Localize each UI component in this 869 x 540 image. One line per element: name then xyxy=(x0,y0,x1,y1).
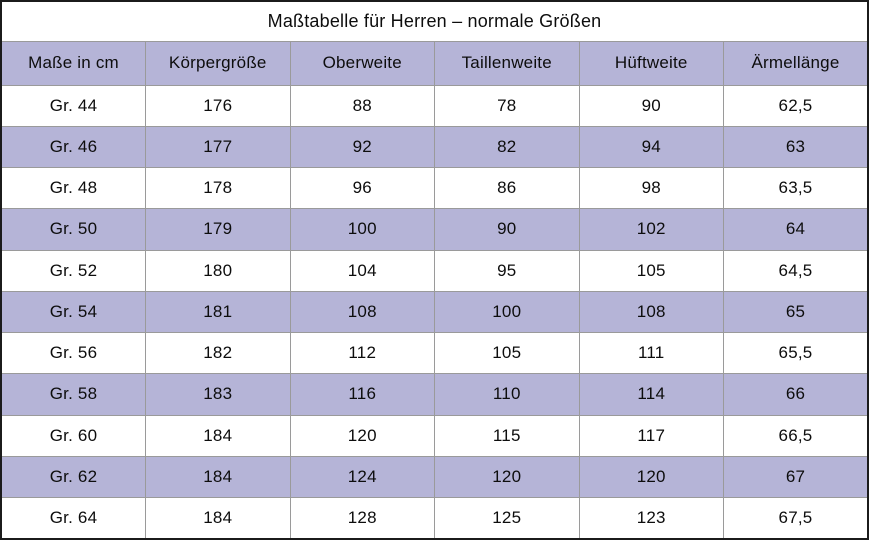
table-row: Gr. 54 181 108 100 108 65 xyxy=(0,290,869,334)
table-cell: 64,5 xyxy=(722,249,869,292)
table-row: Gr. 50 179 100 90 102 64 xyxy=(0,208,869,251)
table-body: Gr. 44 176 88 78 90 62,5 Gr. 46 177 92 82 94 63 Gr. … xyxy=(0,84,869,540)
table-cell: 62,5 xyxy=(722,84,869,127)
table-cell: 88 xyxy=(289,84,435,127)
table-cell: Gr. 48 xyxy=(0,167,146,210)
table-row: Gr. 44 176 88 78 90 62,5 xyxy=(0,84,869,127)
column-header-hueftweite: Hüftweite xyxy=(578,40,724,86)
table-cell: 108 xyxy=(578,290,724,334)
table-row: Gr. 48 178 96 86 98 63,5 xyxy=(0,167,869,210)
table-cell: 184 xyxy=(145,414,291,457)
table-cell: 112 xyxy=(289,332,435,375)
table-cell: 116 xyxy=(289,373,435,416)
table-cell: 184 xyxy=(145,497,291,540)
table-row: Gr. 56 182 112 105 111 65,5 xyxy=(0,332,869,375)
table-row: Gr. 52 180 104 95 105 64,5 xyxy=(0,249,869,292)
table-cell: 95 xyxy=(434,249,580,292)
table-cell: Gr. 62 xyxy=(0,455,146,499)
column-header-taillenweite: Taillenweite xyxy=(434,40,580,86)
table-cell: 105 xyxy=(434,332,580,375)
table-cell: 96 xyxy=(289,167,435,210)
table-cell: 63,5 xyxy=(722,167,869,210)
table-cell: 65 xyxy=(722,290,869,334)
table-cell: 117 xyxy=(578,414,724,457)
table-title: Maßtabelle für Herren – normale Größen xyxy=(0,0,869,42)
table-cell: Gr. 50 xyxy=(0,208,146,251)
table-cell: 182 xyxy=(145,332,291,375)
table-cell: 67 xyxy=(722,455,869,499)
table-cell: 108 xyxy=(289,290,435,334)
table-row: Gr. 62 184 124 120 120 67 xyxy=(0,455,869,499)
table-cell: 179 xyxy=(145,208,291,251)
table-cell: 120 xyxy=(289,414,435,457)
table-cell: 114 xyxy=(578,373,724,416)
table-cell: 66 xyxy=(722,373,869,416)
table-cell: 181 xyxy=(145,290,291,334)
table-cell: 102 xyxy=(578,208,724,251)
table-cell: 104 xyxy=(289,249,435,292)
column-header-koerpergroesse: Körpergröße xyxy=(145,40,291,86)
table-cell: 105 xyxy=(578,249,724,292)
table-row: Gr. 58 183 116 110 114 66 xyxy=(0,373,869,416)
table-cell: Gr. 64 xyxy=(0,497,146,540)
table-cell: Gr. 46 xyxy=(0,125,146,169)
table-row: Gr. 64 184 128 125 123 67,5 xyxy=(0,497,869,540)
table-cell: 176 xyxy=(145,84,291,127)
table-cell: 82 xyxy=(434,125,580,169)
table-cell: 64 xyxy=(722,208,869,251)
table-cell: 66,5 xyxy=(722,414,869,457)
table-cell: 178 xyxy=(145,167,291,210)
table-cell: 184 xyxy=(145,455,291,499)
table-cell: 86 xyxy=(434,167,580,210)
table-cell: 120 xyxy=(578,455,724,499)
column-header-masse-in-cm: Maße in cm xyxy=(0,40,146,86)
table-cell: Gr. 56 xyxy=(0,332,146,375)
table-cell: 90 xyxy=(434,208,580,251)
table-cell: 180 xyxy=(145,249,291,292)
table-cell: 65,5 xyxy=(722,332,869,375)
table-cell: Gr. 52 xyxy=(0,249,146,292)
table-cell: 63 xyxy=(722,125,869,169)
column-header-aermellaenge: Ärmellänge xyxy=(722,40,869,86)
table-cell: 90 xyxy=(578,84,724,127)
table-cell: 125 xyxy=(434,497,580,540)
table-cell: 100 xyxy=(289,208,435,251)
table-cell: 111 xyxy=(578,332,724,375)
table-row: Gr. 60 184 120 115 117 66,5 xyxy=(0,414,869,457)
table-row: Gr. 46 177 92 82 94 63 xyxy=(0,125,869,169)
table-cell: 128 xyxy=(289,497,435,540)
column-header-oberweite: Oberweite xyxy=(289,40,435,86)
table-cell: Gr. 58 xyxy=(0,373,146,416)
table-cell: 98 xyxy=(578,167,724,210)
table-cell: Gr. 44 xyxy=(0,84,146,127)
table-cell: 183 xyxy=(145,373,291,416)
table-cell: 94 xyxy=(578,125,724,169)
table-cell: 123 xyxy=(578,497,724,540)
table-cell: Gr. 54 xyxy=(0,290,146,334)
table-title-row: Maßtabelle für Herren – normale Größen xyxy=(0,0,869,42)
table-cell: 115 xyxy=(434,414,580,457)
table-header-row: Maße in cm Körpergröße Oberweite Taillen… xyxy=(0,40,869,86)
table-cell: 124 xyxy=(289,455,435,499)
table-cell: Gr. 60 xyxy=(0,414,146,457)
table-cell: 100 xyxy=(434,290,580,334)
table-cell: 120 xyxy=(434,455,580,499)
table-cell: 110 xyxy=(434,373,580,416)
table-cell: 78 xyxy=(434,84,580,127)
table-cell: 67,5 xyxy=(722,497,869,540)
table-cell: 92 xyxy=(289,125,435,169)
table-cell: 177 xyxy=(145,125,291,169)
